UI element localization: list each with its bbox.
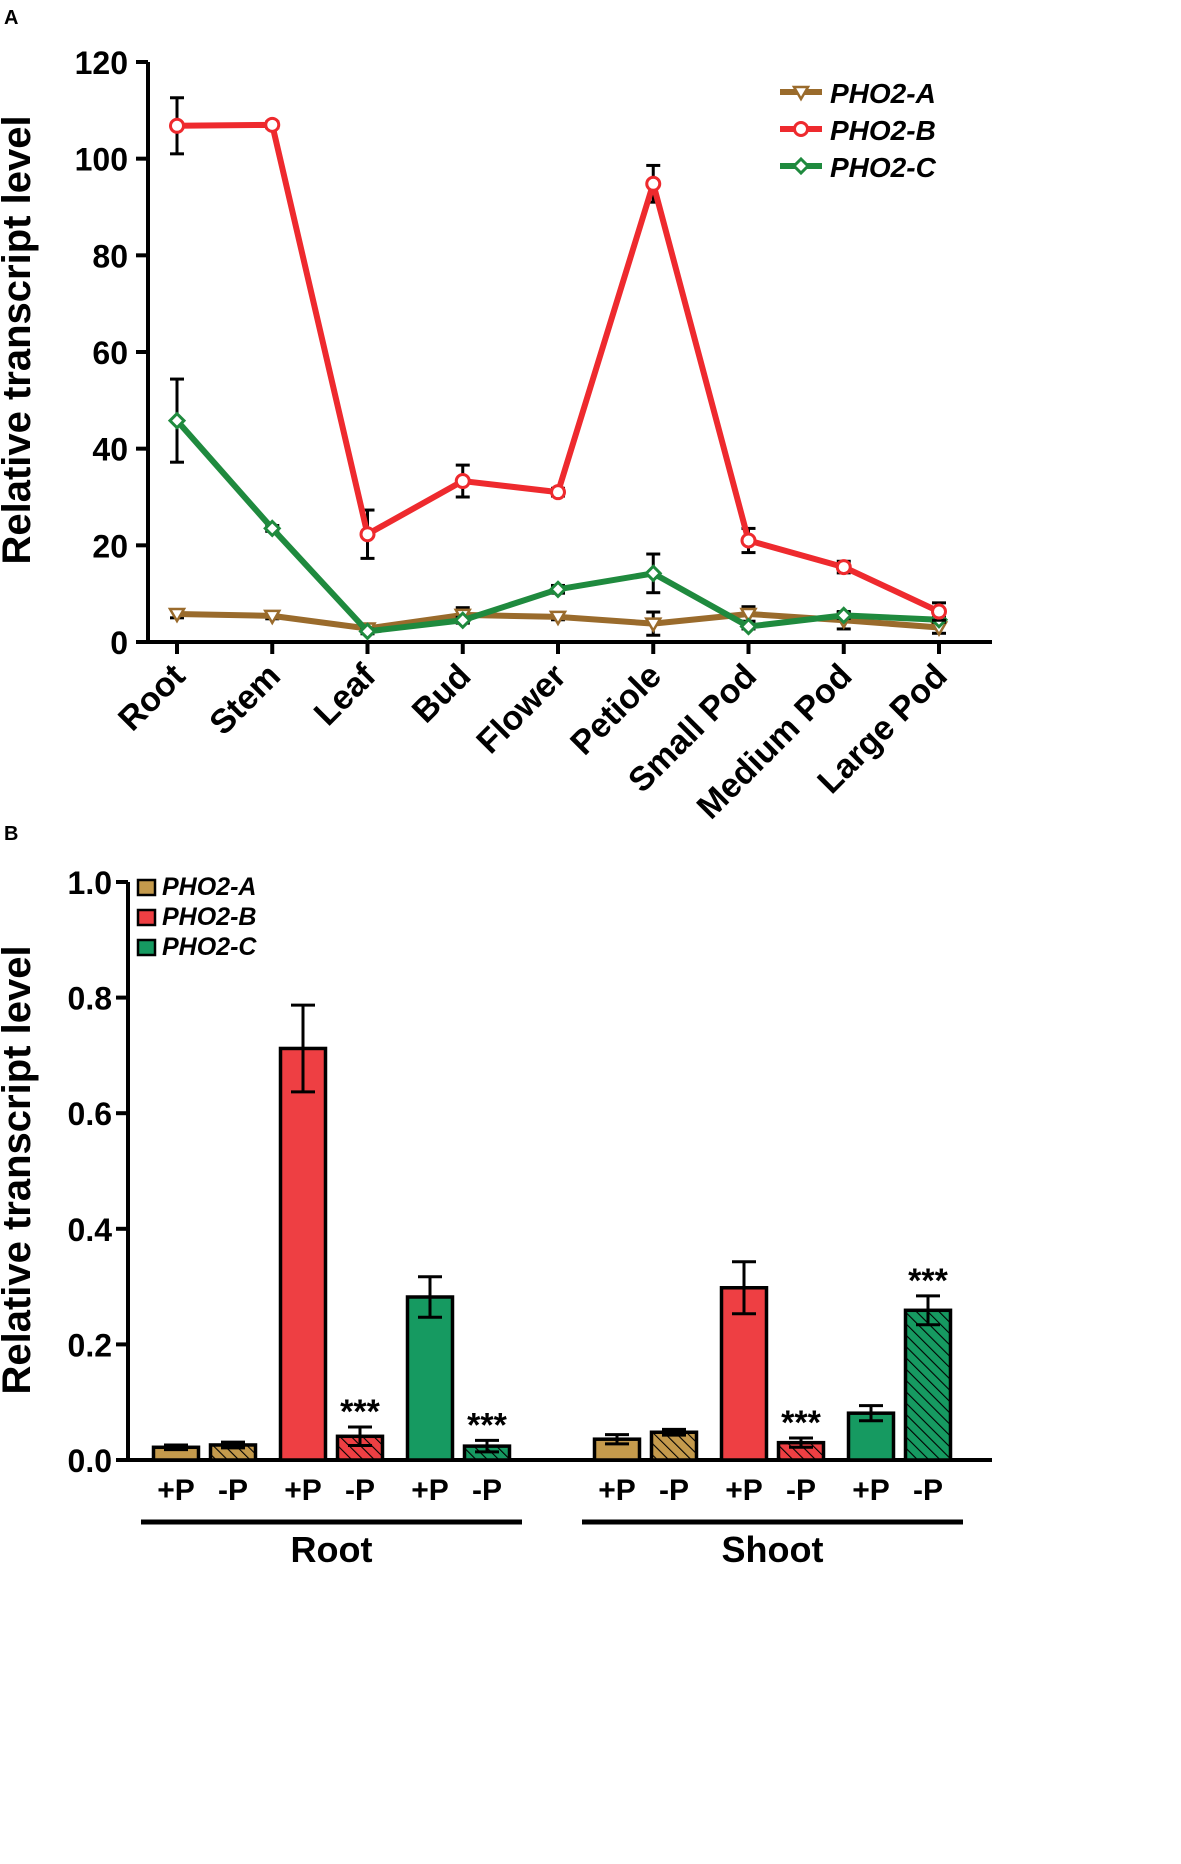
panel-b-condition-label: -P: [786, 1474, 816, 1507]
panel-a-data-point: [739, 607, 758, 624]
panel-b-bar-chart: B Relative transcript level 0.0 0.2 0.4 0.6…: [0, 823, 992, 1570]
panel-b-condition-label: +P: [725, 1474, 763, 1507]
panel-a-data-point: [834, 606, 853, 625]
panel-a-legend-label: PHO2-B: [830, 115, 936, 146]
panel-b-y-tick-label: 0.0: [68, 1443, 112, 1479]
panel-a-legend: PHO2-A PHO2-B PHO2-C: [780, 78, 937, 183]
panel-b-bar-pho2-c-shoot-plus-p: [846, 1404, 896, 1462]
panel-a-data-point: [453, 611, 472, 630]
panel-b-condition-label: +P: [598, 1474, 636, 1507]
panel-b-y-axis-label: Relative transcript level: [0, 945, 39, 1394]
panel-b-group-label: Root: [291, 1529, 373, 1570]
panel-a-data-point: [548, 580, 568, 599]
panel-a-x-tick-label: Flower: [469, 657, 573, 761]
panel-a-data-point: [264, 116, 281, 133]
panel-b-condition-label: +P: [157, 1474, 195, 1507]
panel-a-data-point: [931, 603, 947, 620]
panel-b-y-tick-label: 0.6: [68, 1096, 112, 1132]
panel-a-data-point: [548, 610, 568, 627]
panel-b-legend-swatch: [136, 908, 157, 927]
panel-a-series-pho2-c: [167, 377, 949, 641]
panel-b-bar-pho2-c-root-minus-p: ***: [462, 1406, 512, 1462]
panel-a-data-point: [644, 564, 663, 583]
panel-b-bar-pho2-c-shoot-minus-p: ***: [903, 1262, 953, 1462]
panel-b-legend-label: PHO2-C: [162, 933, 257, 961]
panel-a-y-tick-label: 0: [110, 625, 128, 661]
panel-b-significance-marker: ***: [908, 1262, 948, 1300]
panel-b-bar-pho2-b-shoot-minus-p: ***: [776, 1404, 826, 1462]
panel-b-bar-pho2-b-shoot-plus-p: [719, 1260, 769, 1462]
panel-a-data-point: [454, 473, 471, 490]
panel-a-data-point: [644, 617, 663, 634]
panel-b-bar-pho2-a-shoot-plus-p: [592, 1433, 642, 1462]
panel-b-y-tick-label: 0.4: [68, 1212, 113, 1248]
panel-b-legend-label: PHO2-A: [162, 873, 256, 901]
panel-a-legend-marker: [791, 156, 811, 176]
panel-b-legend-swatch: [136, 938, 157, 957]
panel-b-significance-marker: ***: [467, 1406, 507, 1444]
panel-b-legend-swatch: [136, 878, 157, 897]
panel-a-data-point: [167, 411, 187, 430]
panel-a-legend-label: PHO2-C: [830, 152, 937, 183]
panel-b-bar-pho2-a-root-minus-p: [208, 1440, 258, 1462]
panel-a-y-tick-label: 120: [75, 45, 128, 81]
panel-b-condition-label: +P: [284, 1474, 322, 1507]
panel-b-condition-label: -P: [218, 1474, 248, 1507]
panel-b-bar: [903, 1308, 953, 1462]
panel-a-series-pho2-a: [167, 605, 949, 638]
panel-b-y-tick-label: 0.2: [68, 1327, 112, 1363]
panel-a-data-point: [835, 559, 852, 576]
panel-b-legend-label: PHO2-B: [162, 903, 256, 931]
panel-a-series-line: [174, 418, 940, 635]
panel-b-bar-pho2-a-shoot-minus-p: [649, 1427, 699, 1462]
panel-a-x-tick-label: Root: [111, 657, 193, 739]
panel-a-y-tick-label: 80: [92, 238, 128, 274]
panel-b-label: B: [4, 823, 18, 845]
panel-b-y-tick-label: 1.0: [68, 865, 112, 901]
panel-a-x-tick-label: Stem: [202, 657, 288, 743]
panel-b-condition-label: +P: [852, 1474, 890, 1507]
panel-b-bar: [278, 1046, 328, 1462]
panel-a-x-tick-label: Leaf: [307, 656, 384, 733]
panel-a-legend-marker: [791, 85, 811, 102]
panel-a-y-tick-label: 100: [75, 142, 128, 178]
panel-b-bar-pho2-b-root-plus-p: [278, 1003, 328, 1462]
panel-b-condition-label: -P: [472, 1474, 502, 1507]
panel-a-data-point: [358, 622, 377, 641]
panel-b-bar-pho2-b-root-minus-p: ***: [335, 1393, 385, 1462]
panel-a-data-point: [359, 526, 376, 543]
panel-b-bar: [405, 1295, 455, 1462]
panel-b-condition-label: -P: [345, 1474, 375, 1507]
panel-b-significance-marker: ***: [340, 1393, 380, 1431]
panel-a-data-point: [263, 519, 282, 538]
panel-a-legend-marker: [793, 121, 809, 137]
panel-a-y-tick-label: 20: [92, 528, 128, 564]
panel-b-significance-marker: ***: [781, 1404, 821, 1442]
panel-a-series-line: [176, 121, 941, 615]
panel-a-data-point: [550, 484, 566, 501]
panel-a-data-point: [169, 117, 185, 134]
panel-b-condition-label: +P: [411, 1474, 449, 1507]
panel-a-line-chart: A Relative transcript level 0 20 40 60 80 100…: [0, 7, 992, 827]
panel-a-data-point: [739, 617, 758, 636]
panel-b-group-label: Shoot: [722, 1529, 824, 1570]
panel-a-data-point: [167, 607, 187, 624]
panel-a-x-tick-label: Bud: [405, 657, 479, 731]
panel-a-data-point: [740, 532, 757, 549]
panel-a-legend-label: PHO2-A: [830, 78, 936, 109]
panel-a-y-tick-label: 40: [92, 432, 128, 468]
panel-a-data-point: [645, 175, 662, 192]
panel-a-series-pho2-b: [169, 96, 947, 622]
panel-b-condition-label: -P: [659, 1474, 689, 1507]
panel-a-data-point: [263, 609, 282, 626]
panel-a-y-tick-label: 60: [92, 335, 128, 371]
panel-b-bar-pho2-c-root-plus-p: [405, 1275, 455, 1462]
panel-b-y-tick-label: 0.8: [68, 981, 112, 1017]
panel-a-label: A: [4, 7, 18, 29]
panel-a-y-axis-label: Relative transcript level: [0, 115, 39, 564]
panel-b-bar-pho2-a-root-plus-p: [151, 1443, 201, 1462]
panel-b-condition-label: -P: [913, 1474, 943, 1507]
